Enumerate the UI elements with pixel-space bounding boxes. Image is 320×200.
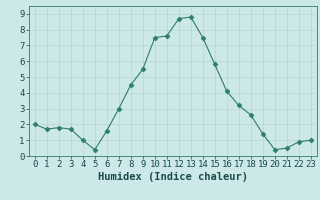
X-axis label: Humidex (Indice chaleur): Humidex (Indice chaleur) <box>98 172 248 182</box>
